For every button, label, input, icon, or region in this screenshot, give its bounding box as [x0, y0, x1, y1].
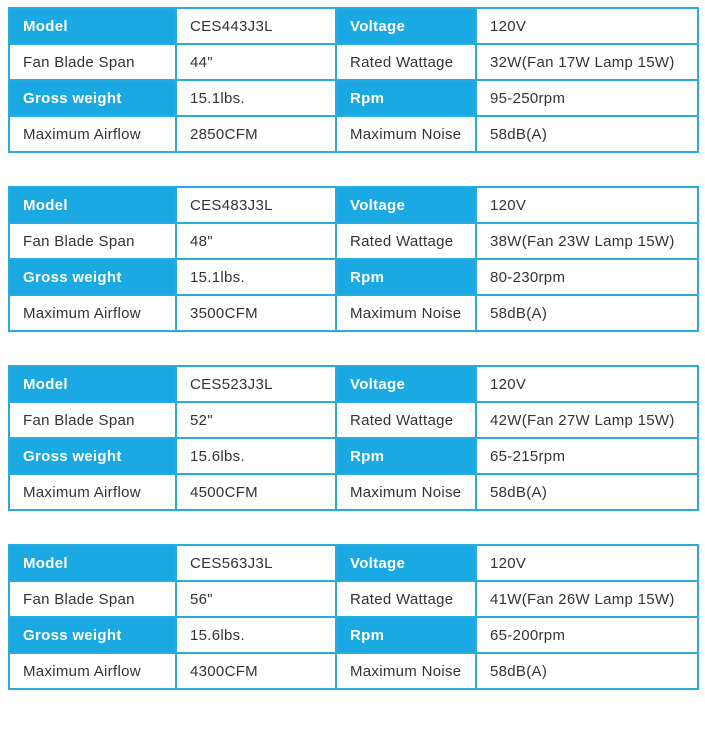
spec-value-cell: 120V [475, 7, 699, 45]
spec-label-cell: Rated Wattage [335, 43, 477, 81]
spec-label-cell: Voltage [335, 544, 477, 582]
table-row: Fan Blade Span 44" Rated Wattage 32W(Fan… [8, 43, 699, 81]
spec-label-cell: Rpm [335, 437, 477, 475]
spec-label-cell: Fan Blade Span [8, 401, 177, 439]
spec-value-cell: 2850CFM [175, 115, 337, 153]
table-row: Gross weight 15.6lbs. Rpm 65-200rpm [8, 616, 699, 654]
spec-value-cell: 120V [475, 544, 699, 582]
table-row: Fan Blade Span 52" Rated Wattage 42W(Fan… [8, 401, 699, 439]
spec-table-ces443j3l: Model CES443J3L Voltage 120V Fan Blade S… [8, 7, 699, 153]
spec-label-cell: Gross weight [8, 437, 177, 475]
spec-value-cell: CES483J3L [175, 186, 337, 224]
spec-value-cell: 80-230rpm [475, 258, 699, 296]
table-row: Maximum Airflow 4500CFM Maximum Noise 58… [8, 473, 699, 511]
spec-value-cell: 44" [175, 43, 337, 81]
spec-value-cell: 42W(Fan 27W Lamp 15W) [475, 401, 699, 439]
spec-value-cell: 48" [175, 222, 337, 260]
spec-value-cell: 65-200rpm [475, 616, 699, 654]
spec-table-ces563j3l: Model CES563J3L Voltage 120V Fan Blade S… [8, 544, 699, 690]
spec-value-cell: CES563J3L [175, 544, 337, 582]
spec-label-cell: Gross weight [8, 79, 177, 117]
spec-value-cell: 52" [175, 401, 337, 439]
spec-value-cell: 58dB(A) [475, 115, 699, 153]
spec-label-cell: Rpm [335, 616, 477, 654]
spec-value-cell: 120V [475, 365, 699, 403]
spec-label-cell: Model [8, 186, 177, 224]
spec-label-cell: Model [8, 544, 177, 582]
spec-label-cell: Rated Wattage [335, 401, 477, 439]
spec-label-cell: Maximum Noise [335, 294, 477, 332]
table-row: Gross weight 15.1lbs. Rpm 95-250rpm [8, 79, 699, 117]
spec-label-cell: Maximum Noise [335, 652, 477, 690]
spec-value-cell: 4300CFM [175, 652, 337, 690]
spec-value-cell: 4500CFM [175, 473, 337, 511]
spec-value-cell: 65-215rpm [475, 437, 699, 475]
spec-label-cell: Rated Wattage [335, 580, 477, 618]
table-row: Model CES523J3L Voltage 120V [8, 365, 699, 403]
table-row: Model CES483J3L Voltage 120V [8, 186, 699, 224]
spec-table-ces523j3l: Model CES523J3L Voltage 120V Fan Blade S… [8, 365, 699, 511]
spec-value-cell: 38W(Fan 23W Lamp 15W) [475, 222, 699, 260]
spec-label-cell: Rpm [335, 258, 477, 296]
table-row: Model CES563J3L Voltage 120V [8, 544, 699, 582]
table-row: Gross weight 15.1lbs. Rpm 80-230rpm [8, 258, 699, 296]
table-row: Maximum Airflow 3500CFM Maximum Noise 58… [8, 294, 699, 332]
spec-value-cell: 41W(Fan 26W Lamp 15W) [475, 580, 699, 618]
spec-value-cell: 3500CFM [175, 294, 337, 332]
spec-label-cell: Voltage [335, 186, 477, 224]
table-row: Model CES443J3L Voltage 120V [8, 7, 699, 45]
spec-value-cell: 95-250rpm [475, 79, 699, 117]
spec-label-cell: Maximum Noise [335, 473, 477, 511]
table-row: Maximum Airflow 4300CFM Maximum Noise 58… [8, 652, 699, 690]
spec-label-cell: Voltage [335, 365, 477, 403]
spec-label-cell: Gross weight [8, 258, 177, 296]
table-row: Gross weight 15.6lbs. Rpm 65-215rpm [8, 437, 699, 475]
spec-value-cell: 32W(Fan 17W Lamp 15W) [475, 43, 699, 81]
spec-label-cell: Rpm [335, 79, 477, 117]
spec-label-cell: Gross weight [8, 616, 177, 654]
spec-label-cell: Model [8, 7, 177, 45]
spec-label-cell: Maximum Airflow [8, 652, 177, 690]
spec-label-cell: Model [8, 365, 177, 403]
spec-label-cell: Fan Blade Span [8, 222, 177, 260]
spec-value-cell: CES523J3L [175, 365, 337, 403]
spec-value-cell: CES443J3L [175, 7, 337, 45]
spec-label-cell: Maximum Noise [335, 115, 477, 153]
spec-value-cell: 15.1lbs. [175, 258, 337, 296]
spec-value-cell: 58dB(A) [475, 473, 699, 511]
table-row: Maximum Airflow 2850CFM Maximum Noise 58… [8, 115, 699, 153]
spec-value-cell: 15.6lbs. [175, 437, 337, 475]
spec-label-cell: Maximum Airflow [8, 294, 177, 332]
spec-label-cell: Fan Blade Span [8, 580, 177, 618]
spec-table-ces483j3l: Model CES483J3L Voltage 120V Fan Blade S… [8, 186, 699, 332]
spec-value-cell: 120V [475, 186, 699, 224]
spec-label-cell: Voltage [335, 7, 477, 45]
spec-label-cell: Maximum Airflow [8, 473, 177, 511]
spec-label-cell: Rated Wattage [335, 222, 477, 260]
table-row: Fan Blade Span 48" Rated Wattage 38W(Fan… [8, 222, 699, 260]
spec-value-cell: 56" [175, 580, 337, 618]
spec-label-cell: Maximum Airflow [8, 115, 177, 153]
spec-label-cell: Fan Blade Span [8, 43, 177, 81]
table-row: Fan Blade Span 56" Rated Wattage 41W(Fan… [8, 580, 699, 618]
spec-value-cell: 58dB(A) [475, 652, 699, 690]
spec-value-cell: 15.6lbs. [175, 616, 337, 654]
spec-value-cell: 58dB(A) [475, 294, 699, 332]
spec-sheet-page: Model CES443J3L Voltage 120V Fan Blade S… [8, 7, 699, 690]
spec-value-cell: 15.1lbs. [175, 79, 337, 117]
